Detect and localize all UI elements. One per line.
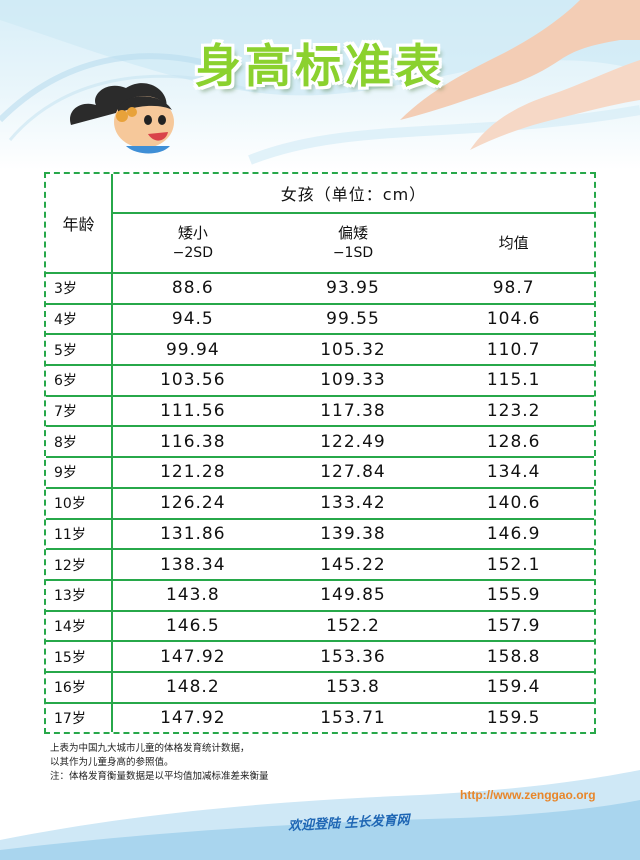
value-cell: 98.7 [433, 273, 594, 305]
value-cell: 117.38 [272, 395, 434, 428]
value-cell: 158.8 [433, 641, 594, 673]
value-cell: 146.9 [433, 518, 594, 551]
value-cell: 153.8 [272, 671, 434, 704]
value-cell: 126.24 [112, 487, 273, 520]
group-title-header: 女孩（单位：cm） [112, 174, 594, 214]
value-cell: 105.32 [272, 334, 434, 367]
value-cell: 146.5 [112, 610, 273, 643]
age-column-header: 年龄 [46, 174, 113, 274]
age-cell: 6岁 [46, 365, 113, 397]
table-row: 12岁 138.34 145.22 152.1 [46, 549, 594, 581]
table-row: 9岁 121.28 127.84 134.4 [46, 457, 594, 489]
website-link[interactable]: http://www.zenggao.org [460, 788, 596, 802]
age-cell: 10岁 [46, 487, 113, 520]
value-cell: 159.4 [433, 671, 594, 704]
footer-wave-decoration [0, 770, 640, 860]
age-cell: 3岁 [46, 273, 113, 305]
table-row: 5岁 99.94 105.32 110.7 [46, 334, 594, 367]
value-cell: 109.33 [272, 365, 434, 397]
value-cell: 127.84 [272, 457, 434, 489]
value-cell: 104.6 [433, 303, 594, 336]
footnote-line: 注：体格发育衡量数据是以平均值加减标准差来衡量 [50, 771, 269, 782]
value-cell: 140.6 [433, 487, 594, 520]
value-cell: 148.2 [112, 671, 273, 704]
column-name: 偏矮 [337, 224, 368, 242]
value-cell: 152.1 [433, 549, 594, 581]
table-row: 15岁 147.92 153.36 158.8 [46, 641, 594, 673]
header-swoosh-decoration [0, 0, 640, 165]
footnotes: 上表为中国九大城市儿童的体格发育统计数据， 以其作为儿童身高的参照值。 注：体格… [50, 742, 269, 784]
table-row: 4岁 94.5 99.55 104.6 [46, 303, 594, 336]
value-cell: 147.92 [112, 641, 273, 673]
column-header-short: 矮小 −2SD [112, 213, 273, 274]
value-cell: 139.38 [272, 518, 434, 551]
value-cell: 131.86 [112, 518, 273, 551]
value-cell: 99.94 [112, 334, 273, 367]
column-name: 矮小 [177, 224, 208, 242]
value-cell: 155.9 [433, 579, 594, 612]
value-cell: 121.28 [112, 457, 273, 489]
value-cell: 93.95 [272, 273, 434, 305]
column-header-below-average: 偏矮 −1SD [272, 213, 434, 274]
value-cell: 145.22 [272, 549, 434, 581]
age-cell: 9岁 [46, 457, 113, 489]
value-cell: 123.2 [433, 395, 594, 428]
table-row: 13岁 143.8 149.85 155.9 [46, 579, 594, 612]
value-cell: 111.56 [112, 395, 273, 428]
value-cell: 153.36 [272, 641, 434, 673]
column-sub: −1SD [332, 245, 374, 261]
girl-mascot-image [70, 83, 174, 154]
table-row: 8岁 116.38 122.49 128.6 [46, 426, 594, 459]
value-cell: 88.6 [112, 273, 273, 305]
age-cell: 16岁 [46, 671, 113, 704]
value-cell: 159.5 [486, 707, 541, 728]
age-cell: 7岁 [46, 395, 113, 428]
footnote-line: 上表为中国九大城市儿童的体格发育统计数据， [50, 743, 250, 754]
value-cell: 116.38 [112, 426, 273, 459]
value-cell: 122.49 [272, 426, 434, 459]
age-cell: 15岁 [46, 641, 113, 673]
age-cell: 11岁 [46, 518, 113, 551]
table-row: 6岁 103.56 109.33 115.1 [46, 365, 594, 397]
value-cell: 99.55 [272, 303, 434, 336]
table-row: 7岁 111.56 117.38 123.2 [46, 395, 594, 428]
value-cell: 128.6 [433, 426, 594, 459]
age-cell: 8岁 [46, 426, 113, 459]
value-cell: 134.4 [433, 457, 594, 489]
table-row: 16岁 148.2 153.8 159.4 [46, 671, 594, 704]
value-cell: 133.42 [272, 487, 434, 520]
table-row: 14岁 146.5 152.2 157.9 [46, 610, 594, 643]
table-row: 3岁 88.6 93.95 98.7 [46, 273, 594, 305]
value-cell: 153.71 [320, 707, 386, 728]
value-cell: 143.8 [112, 579, 273, 612]
footnote-line: 以其作为儿童身高的参照值。 [50, 757, 174, 768]
page-title: 身高标准表 [195, 39, 445, 93]
table-row: 17岁 147.92 153.71 159.5 [46, 702, 594, 732]
age-cell: 4岁 [46, 303, 113, 336]
value-cell: 110.7 [433, 334, 594, 367]
age-cell: 13岁 [46, 579, 113, 612]
age-cell: 12岁 [46, 549, 113, 581]
column-name: 均值 [498, 234, 529, 252]
value-cell: 115.1 [433, 365, 594, 397]
value-cell: 152.2 [272, 610, 434, 643]
column-header-mean: 均值 [433, 213, 594, 274]
value-cell: 94.5 [112, 303, 273, 336]
age-cell: 14岁 [46, 610, 113, 643]
value-cell: 157.9 [433, 610, 594, 643]
height-table: 年龄 女孩（单位：cm） 矮小 −2SD 偏矮 −1SD 均值 3岁 88.6 93… [46, 174, 594, 732]
value-cell: 147.92 [160, 707, 226, 728]
table-row: 10岁 126.24 133.42 140.6 [46, 487, 594, 520]
reaching-hands-image [400, 0, 640, 150]
value-cell: 149.85 [272, 579, 434, 612]
age-cell: 5岁 [46, 334, 113, 367]
value-cell: 138.34 [112, 549, 273, 581]
height-standard-table: 年龄 女孩（单位：cm） 矮小 −2SD 偏矮 −1SD 均值 3岁 88.6 93… [44, 172, 596, 734]
column-sub: −2SD [172, 245, 213, 261]
age-cell: 17岁 [46, 702, 113, 732]
value-cell: 103.56 [112, 365, 273, 397]
table-row: 11岁 131.86 139.38 146.9 [46, 518, 594, 551]
